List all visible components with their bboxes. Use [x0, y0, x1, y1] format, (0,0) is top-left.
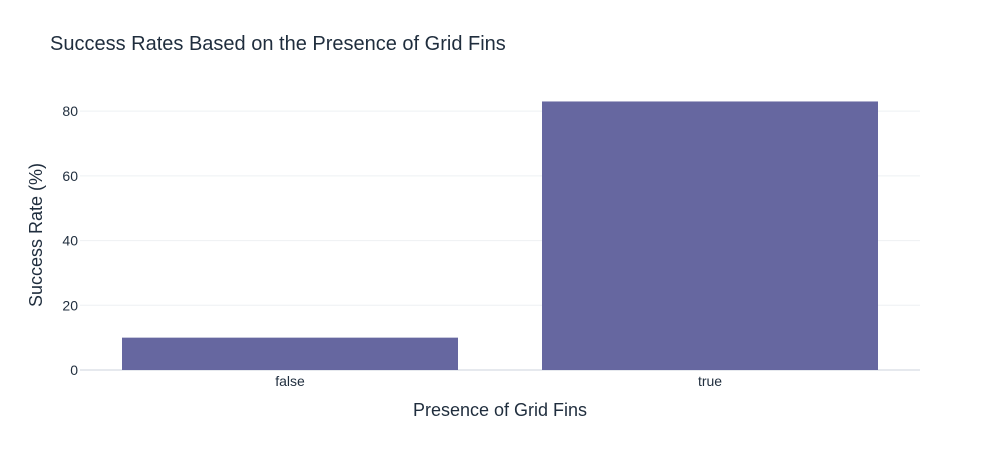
y-tick-label: 60 — [62, 168, 78, 184]
chart-title: Success Rates Based on the Presence of G… — [50, 33, 506, 55]
bar-true[interactable] — [542, 101, 878, 371]
bar-false[interactable] — [122, 337, 458, 370]
y-tick-label: 80 — [62, 103, 78, 119]
x-tick-label: true — [698, 373, 722, 389]
y-tick-label: 40 — [62, 233, 78, 249]
bars — [122, 101, 878, 371]
x-tick-label: false — [275, 373, 305, 389]
axes: 0 20 40 60 80 false true — [62, 103, 722, 389]
y-tick-label: 0 — [70, 362, 78, 378]
y-axis-title: Success Rate (%) — [26, 163, 46, 307]
y-tick-label: 20 — [62, 297, 78, 313]
x-axis-title: Presence of Grid Fins — [413, 400, 587, 420]
